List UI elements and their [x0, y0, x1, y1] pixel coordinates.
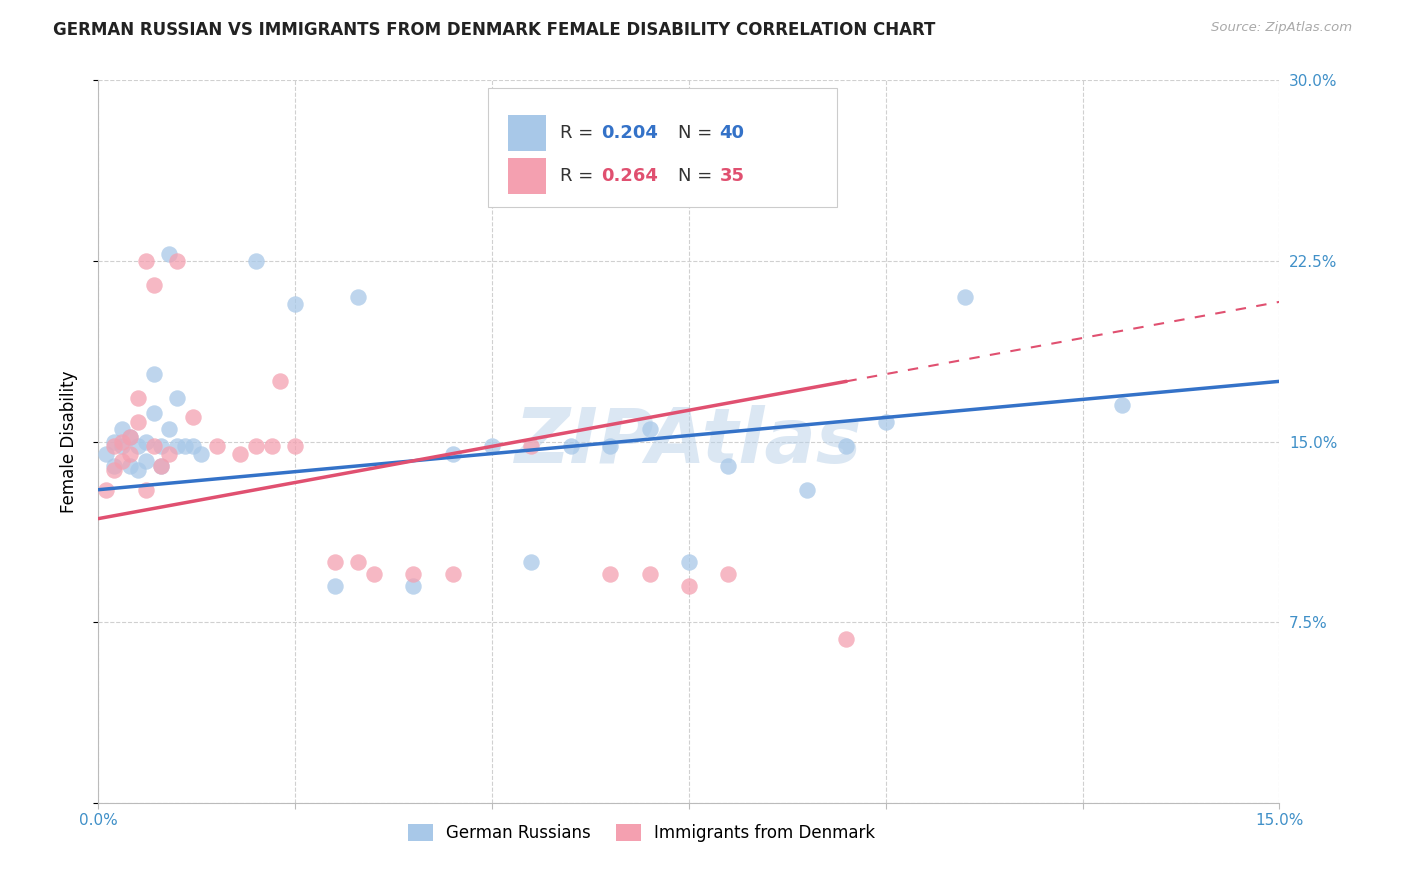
Point: [118, 430, 141, 444]
Point: [142, 439, 165, 453]
Point: [560, 169, 582, 184]
Point: [127, 439, 149, 453]
Point: [157, 422, 180, 436]
Point: [142, 367, 165, 381]
Point: [174, 439, 197, 453]
Point: [181, 439, 204, 453]
Point: [481, 439, 503, 453]
Point: [245, 253, 267, 268]
Legend: German Russians, Immigrants from Denmark: German Russians, Immigrants from Denmark: [401, 817, 882, 848]
Text: R =: R =: [560, 124, 599, 142]
Point: [363, 567, 385, 582]
Point: [260, 439, 283, 453]
Point: [157, 246, 180, 260]
Point: [402, 567, 425, 582]
FancyBboxPatch shape: [508, 115, 546, 151]
Point: [441, 567, 464, 582]
Point: [103, 439, 125, 453]
Point: [245, 439, 267, 453]
Point: [269, 374, 291, 388]
Point: [150, 439, 173, 453]
Point: [205, 439, 228, 453]
Point: [127, 415, 149, 429]
Point: [135, 454, 157, 468]
Point: [678, 555, 700, 569]
Point: [638, 422, 661, 436]
Point: [284, 439, 307, 453]
Text: R =: R =: [560, 168, 599, 186]
Point: [166, 253, 188, 268]
Point: [118, 430, 141, 444]
Point: [103, 434, 125, 449]
Point: [347, 290, 370, 304]
Point: [150, 458, 173, 473]
Point: [520, 555, 543, 569]
Y-axis label: Female Disability: Female Disability: [59, 370, 77, 513]
Point: [229, 446, 252, 460]
Point: [150, 458, 173, 473]
Point: [142, 277, 165, 292]
Point: [142, 406, 165, 420]
Text: N =: N =: [678, 124, 718, 142]
Point: [127, 391, 149, 405]
Point: [111, 439, 134, 453]
Text: N =: N =: [678, 168, 718, 186]
Point: [96, 446, 118, 460]
Point: [441, 446, 464, 460]
Text: GERMAN RUSSIAN VS IMMIGRANTS FROM DENMARK FEMALE DISABILITY CORRELATION CHART: GERMAN RUSSIAN VS IMMIGRANTS FROM DENMAR…: [53, 21, 936, 39]
Point: [599, 439, 621, 453]
Point: [520, 439, 543, 453]
Point: [835, 439, 858, 453]
Text: Source: ZipAtlas.com: Source: ZipAtlas.com: [1212, 21, 1353, 35]
Point: [181, 410, 204, 425]
Point: [135, 253, 157, 268]
Point: [118, 458, 141, 473]
Point: [157, 446, 180, 460]
Point: [875, 415, 897, 429]
Point: [323, 555, 346, 569]
Point: [835, 632, 858, 646]
Point: [717, 567, 740, 582]
Point: [1111, 398, 1133, 412]
Point: [96, 483, 118, 497]
Point: [135, 483, 157, 497]
Text: 40: 40: [720, 124, 745, 142]
Text: ZIPAtlas: ZIPAtlas: [515, 405, 863, 478]
Point: [323, 579, 346, 593]
Point: [190, 446, 212, 460]
FancyBboxPatch shape: [508, 158, 546, 194]
Point: [166, 391, 188, 405]
Text: 0.204: 0.204: [602, 124, 658, 142]
Point: [717, 458, 740, 473]
Point: [560, 439, 582, 453]
Point: [111, 454, 134, 468]
Point: [638, 567, 661, 582]
FancyBboxPatch shape: [488, 87, 837, 207]
Point: [103, 458, 125, 473]
Point: [402, 579, 425, 593]
Point: [127, 463, 149, 477]
Point: [796, 483, 818, 497]
Point: [166, 439, 188, 453]
Text: 35: 35: [720, 168, 745, 186]
Point: [135, 434, 157, 449]
Text: 0.264: 0.264: [602, 168, 658, 186]
Point: [284, 297, 307, 311]
Point: [953, 290, 976, 304]
Point: [111, 434, 134, 449]
Point: [103, 463, 125, 477]
Point: [599, 567, 621, 582]
Point: [347, 555, 370, 569]
Point: [118, 446, 141, 460]
Point: [111, 422, 134, 436]
Point: [678, 579, 700, 593]
